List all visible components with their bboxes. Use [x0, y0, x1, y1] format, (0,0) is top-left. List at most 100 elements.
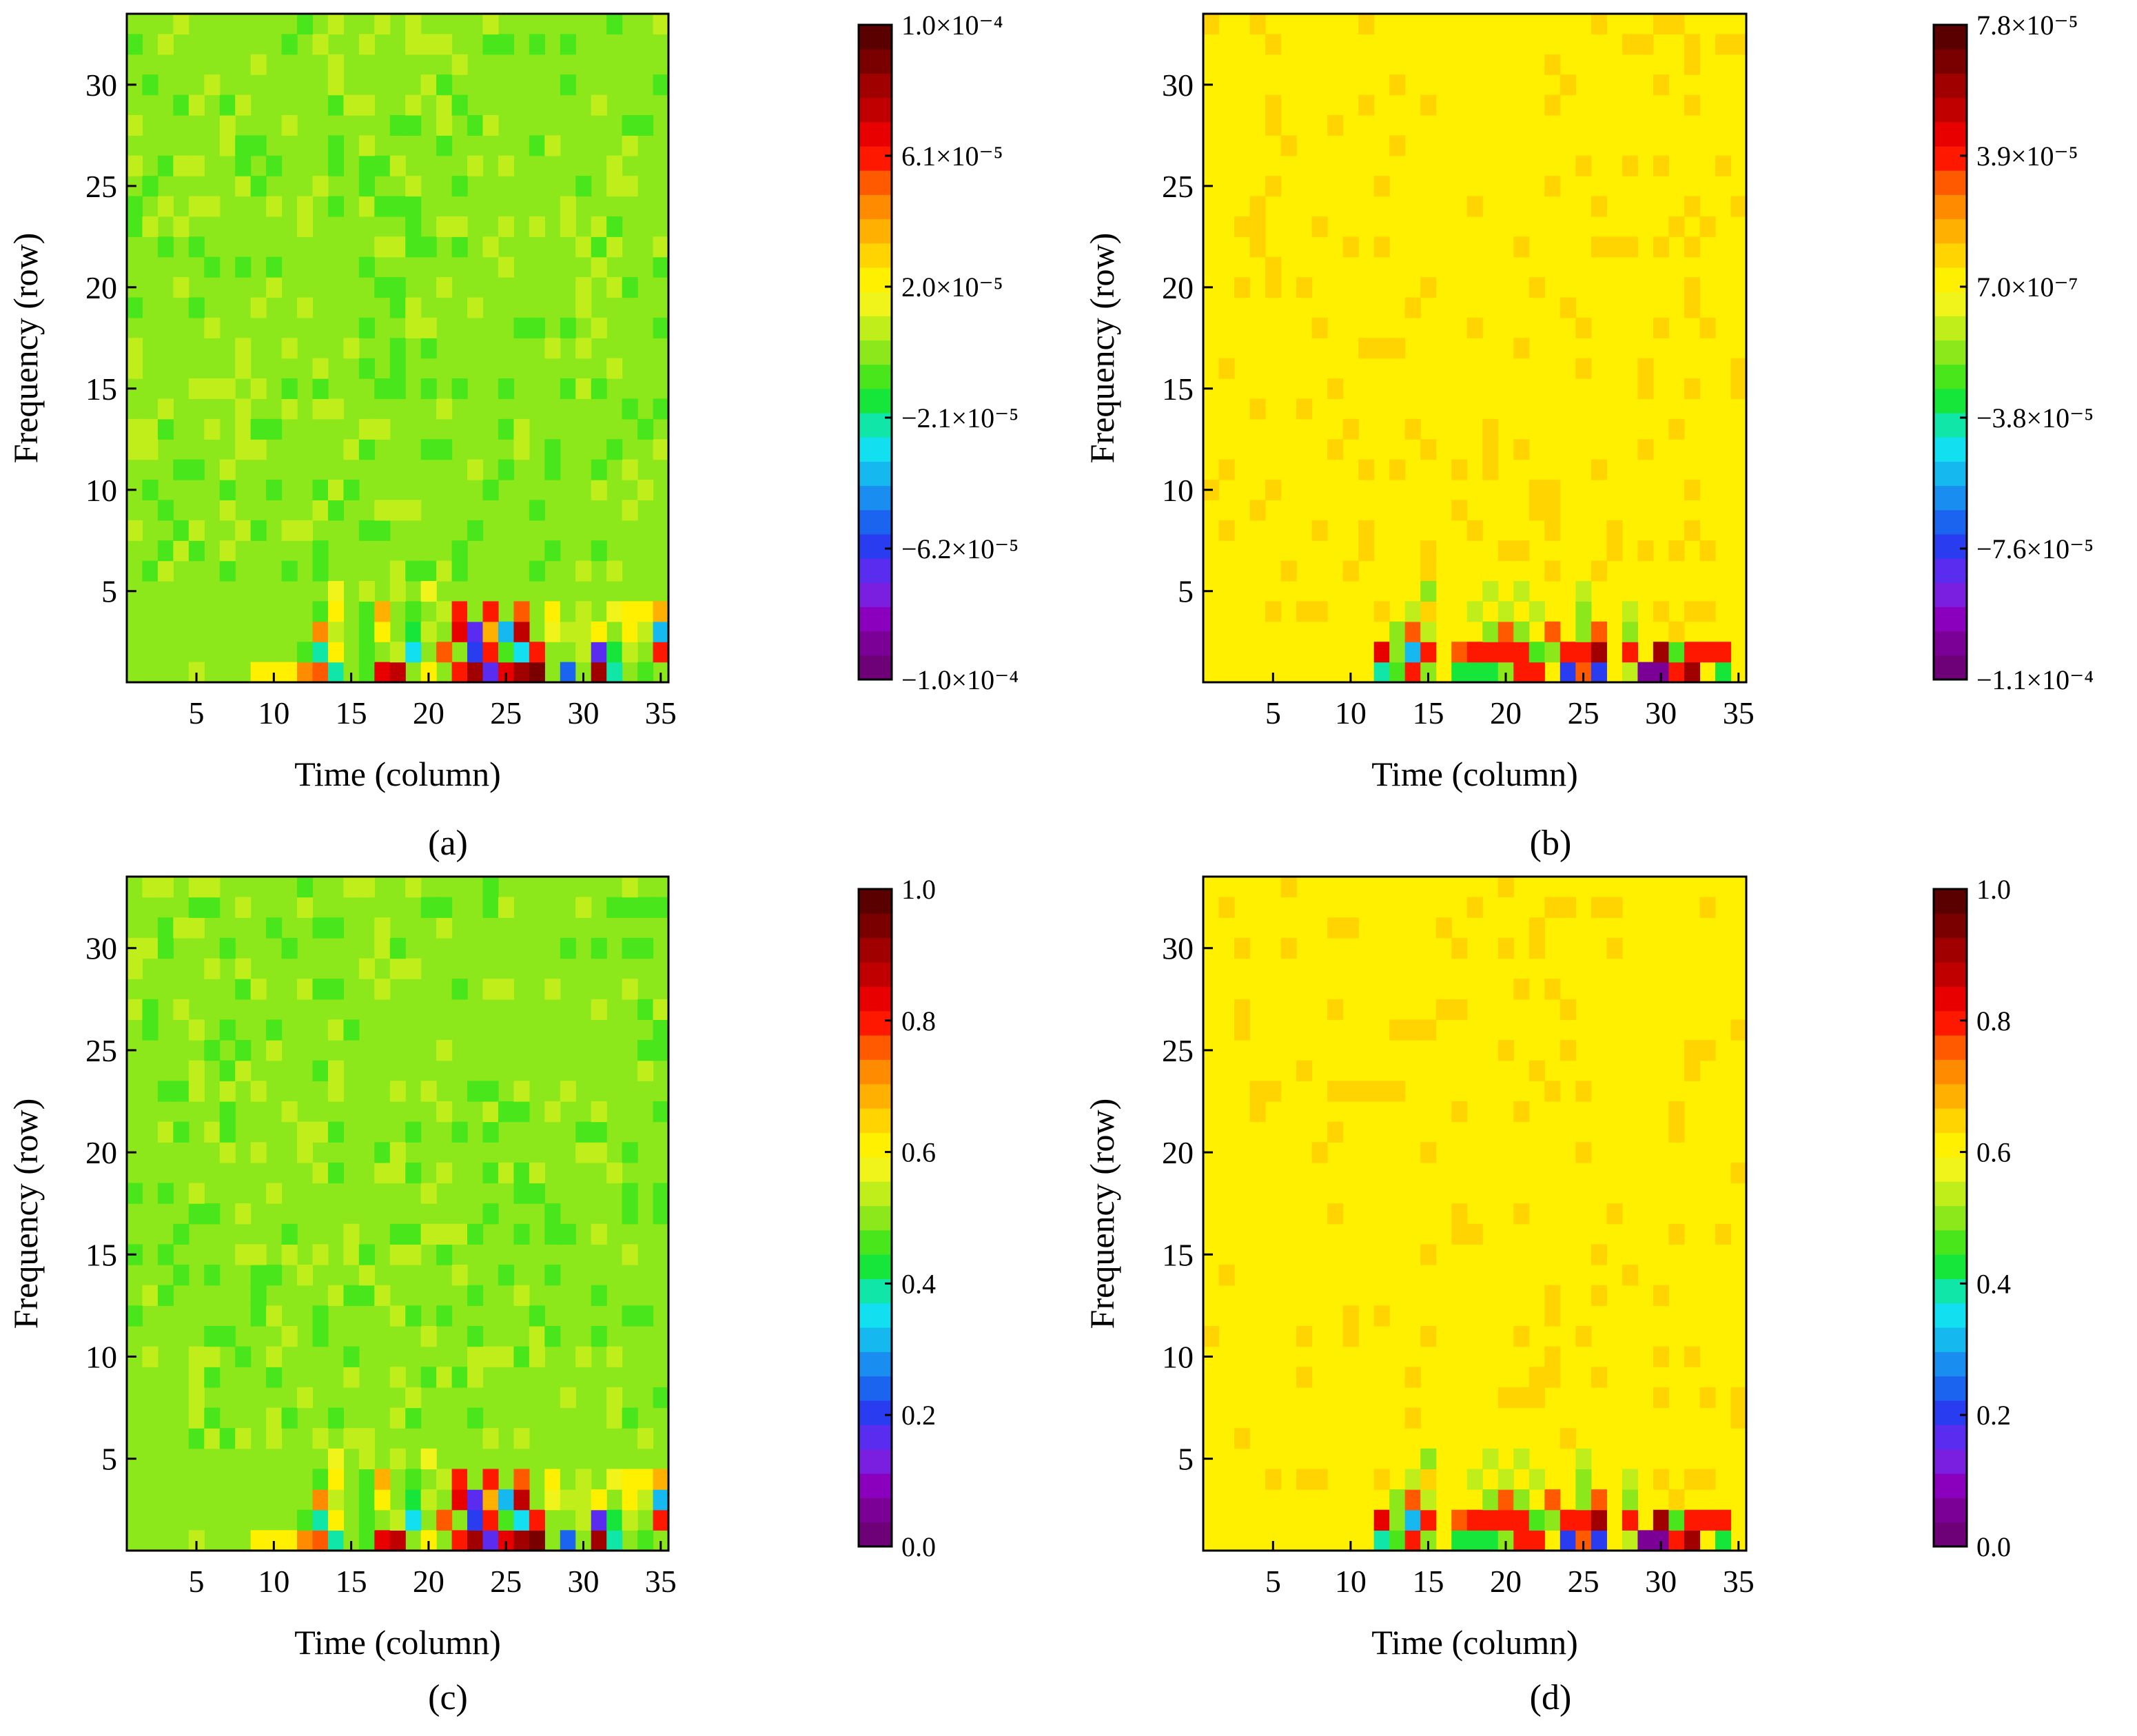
heatmap-cell — [1249, 14, 1266, 34]
colorbar-segment — [1934, 655, 1967, 680]
colorbar-segment — [1934, 1278, 1967, 1304]
heatmap-cell — [327, 917, 344, 939]
heatmap-cell — [250, 1142, 267, 1163]
heatmap-cell — [358, 34, 375, 55]
heatmap-cell — [1466, 1223, 1483, 1245]
heatmap-cell — [1591, 14, 1607, 34]
heatmap-cell — [1560, 1040, 1576, 1061]
heatmap-cell — [266, 1183, 283, 1204]
heatmap-cell — [1420, 1019, 1437, 1041]
heatmap-cell — [1622, 1469, 1638, 1490]
heatmap-cell — [1684, 54, 1701, 75]
heatmap-cell — [1389, 1509, 1406, 1531]
heatmap-cell — [312, 398, 329, 420]
heatmap-cell — [591, 999, 607, 1021]
heatmap-cell — [575, 1469, 592, 1490]
heatmap-cell — [1684, 1040, 1701, 1061]
heatmap-cell — [327, 601, 344, 622]
heatmap-cell — [1528, 1530, 1545, 1551]
heatmap-cell — [606, 439, 623, 460]
heatmap-cell — [358, 1285, 375, 1306]
heatmap-cell — [1637, 1530, 1654, 1551]
heatmap-cell — [405, 1489, 422, 1511]
colorbar-segment — [1934, 1522, 1967, 1547]
heatmap-cell — [374, 917, 391, 939]
heatmap-cell — [312, 1162, 329, 1184]
heatmap-cell — [1684, 480, 1701, 501]
y-axis-title: Frequency (row) — [1083, 1099, 1121, 1329]
colorbar-segment — [859, 461, 892, 487]
heatmap-cell — [1575, 1448, 1592, 1470]
heatmap-cell — [498, 1346, 515, 1367]
x-tick-label: 30 — [567, 695, 599, 731]
heatmap-cell — [591, 378, 607, 400]
heatmap-cell — [637, 418, 654, 440]
heatmap-cell — [343, 1019, 360, 1041]
heatmap-cell — [498, 1530, 515, 1551]
heatmap-cell — [513, 1183, 530, 1204]
heatmap-cell — [1668, 540, 1685, 562]
heatmap-cell — [575, 176, 592, 197]
heatmap-cell — [327, 54, 344, 75]
heatmap-cell — [575, 1346, 592, 1367]
colorbar-segment — [1934, 889, 1967, 914]
heatmap-cell — [606, 155, 623, 176]
colorbar: 1.0×10⁻⁴ 6.1×10⁻⁵ 2.0×10⁻⁵ −2.1×10⁻⁵ −6.2×10… — [857, 10, 1019, 695]
y-tick-label: 20 — [85, 270, 117, 305]
heatmap-cell — [157, 1285, 174, 1306]
heatmap-cell — [1342, 1081, 1359, 1102]
colorbar-tick-label: 7.8×10⁻⁵ — [1976, 10, 2078, 41]
heatmap-cell — [343, 1367, 360, 1388]
heatmap-cell — [653, 1101, 669, 1123]
heatmap-cell — [312, 1121, 329, 1143]
heatmap-cell — [312, 1428, 329, 1449]
heatmap-cell — [1622, 621, 1638, 642]
heatmap-cell — [544, 601, 561, 622]
heatmap-cell — [560, 601, 576, 622]
heatmap-cell — [358, 418, 375, 440]
colorbar-segment — [859, 962, 892, 987]
heatmap-cell — [405, 500, 422, 521]
heatmap-cell — [482, 480, 499, 501]
heatmap-cell — [1544, 560, 1561, 582]
heatmap-cell — [1466, 601, 1483, 622]
heatmap-cell — [420, 1489, 437, 1511]
heatmap-cell — [1249, 236, 1266, 258]
colorbar-segment — [859, 1108, 892, 1133]
heatmap-cell — [1389, 642, 1406, 663]
heatmap-cell — [358, 621, 375, 642]
heatmap-cell — [420, 581, 437, 602]
heatmap-cell — [1699, 642, 1716, 663]
colorbar-frame — [1932, 888, 1968, 1548]
heatmap-cell — [560, 317, 576, 338]
heatmap-cell — [1684, 196, 1701, 217]
heatmap-cell — [204, 1040, 221, 1061]
heatmap-cell — [1653, 1469, 1670, 1490]
heatmap-cell — [560, 1081, 576, 1102]
heatmap-cell — [1265, 114, 1282, 136]
heatmap-cell — [575, 662, 592, 683]
heatmap-cell — [1280, 135, 1297, 156]
heatmap-cell — [1358, 94, 1375, 116]
heatmap-cell — [606, 897, 623, 918]
heatmap-cell — [1311, 520, 1328, 541]
heatmap-cell — [1653, 1387, 1670, 1409]
heatmap-cell — [1420, 621, 1437, 642]
heatmap-cell — [467, 662, 484, 683]
heatmap-cell — [1435, 999, 1452, 1021]
heatmap-cell — [1373, 1081, 1390, 1102]
heatmap-cell — [358, 1469, 375, 1490]
colorbar-tick-label: 0.4 — [1976, 1268, 2011, 1299]
heatmap-cell — [327, 621, 344, 642]
heatmap-cell — [219, 378, 236, 400]
heatmap-cell — [266, 196, 283, 217]
heatmap-cell — [1482, 1509, 1499, 1531]
heatmap-cell — [1684, 378, 1701, 400]
colorbar-segment — [1934, 485, 1967, 511]
heatmap-cell — [343, 338, 360, 359]
heatmap-cell — [389, 297, 406, 318]
x-tick-label: 10 — [1335, 1564, 1367, 1599]
heatmap-cell — [1684, 1346, 1701, 1367]
heatmap-cell — [157, 1244, 174, 1265]
heatmap-cell — [1591, 662, 1607, 683]
